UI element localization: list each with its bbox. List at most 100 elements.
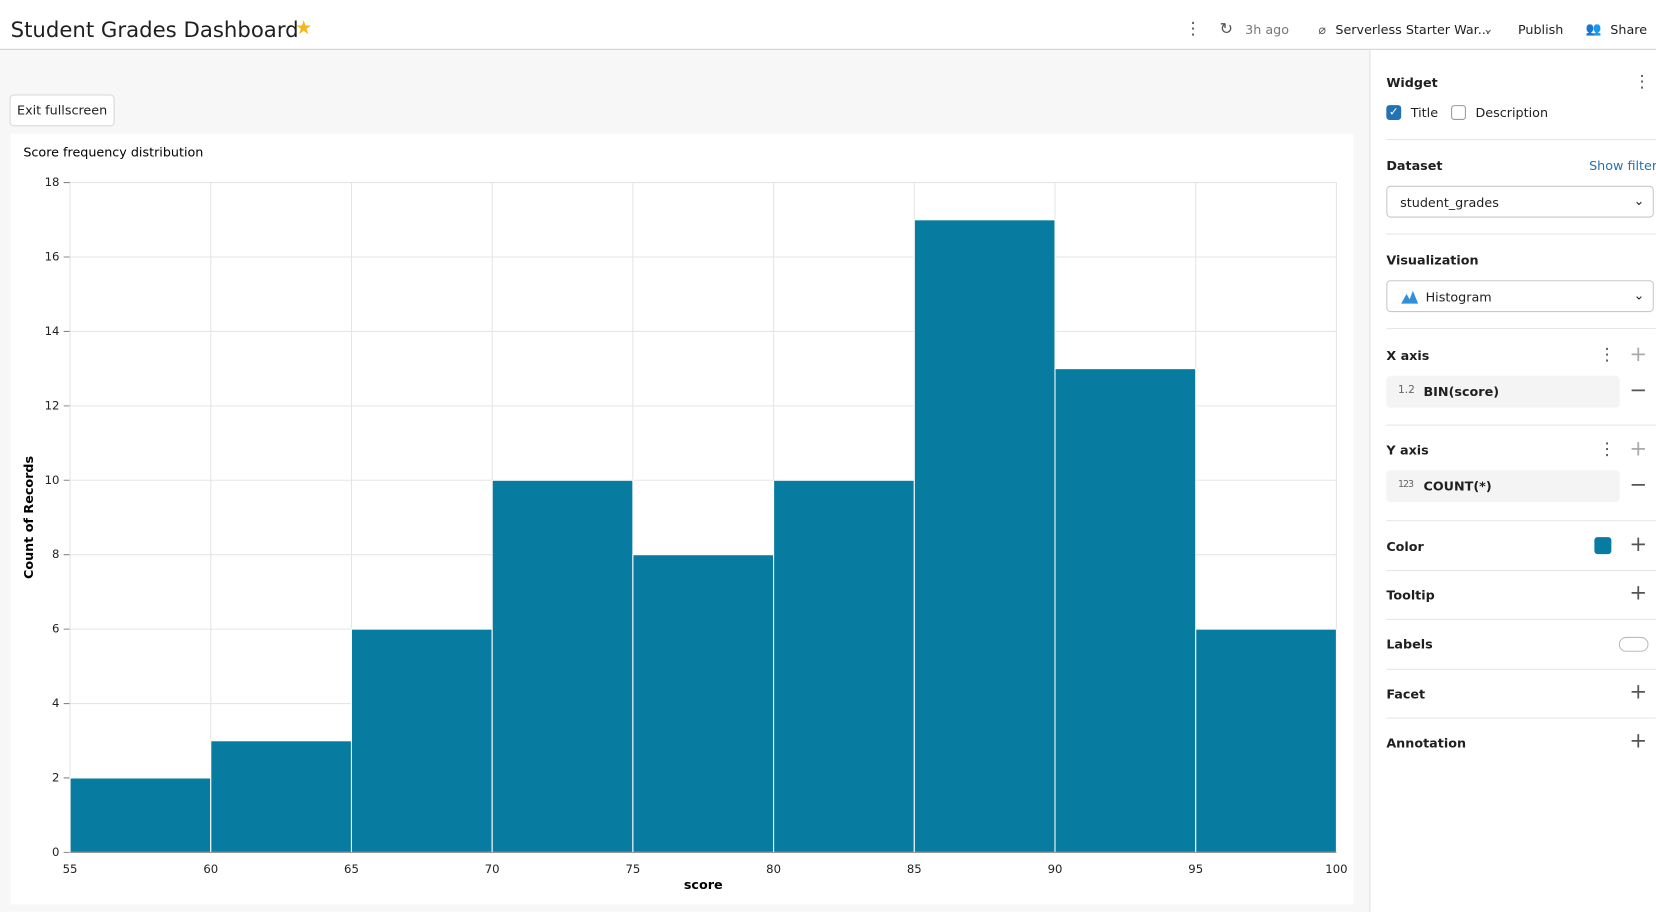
separator xyxy=(1386,424,1656,426)
bar xyxy=(632,554,775,853)
facet-heading: Facet xyxy=(1386,686,1426,702)
x-tick-label: 100 xyxy=(1325,862,1347,876)
publish-button[interactable]: Publish xyxy=(1517,22,1564,38)
bar xyxy=(773,479,915,853)
chart: Score frequency distribution 0 2 4 6 8 10 12 14… xyxy=(22,145,1347,893)
annotation-heading: Annotation xyxy=(1386,735,1467,751)
tooltip-heading: Tooltip xyxy=(1386,588,1435,603)
color-heading: Color xyxy=(1386,539,1424,555)
labels-toggle[interactable] xyxy=(1618,636,1649,652)
y-axis-heading: Y axis xyxy=(1386,442,1429,458)
warehouse-icon: ⌀ xyxy=(1318,22,1327,38)
bar xyxy=(350,628,493,853)
x-tick-label: 65 xyxy=(344,862,359,876)
y-axis-add[interactable]: + xyxy=(1629,435,1648,461)
warehouse-caret: ⌄ xyxy=(1482,21,1494,37)
x-axis-field[interactable]: 1.2 BIN(score) xyxy=(1386,375,1620,408)
visualization-heading: Visualization xyxy=(1386,252,1479,268)
exit-fullscreen-button[interactable]: Exit fullscreen xyxy=(9,94,115,127)
warehouse-select[interactable]: Serverless Starter War... xyxy=(1335,22,1490,38)
separator xyxy=(1386,717,1656,719)
field-type: 123 xyxy=(1397,479,1414,491)
widget-heading: Widget xyxy=(1386,75,1438,91)
widget-card: Score frequency distribution 0 2 4 6 8 10 12 14… xyxy=(10,133,1354,905)
annotation-add[interactable]: + xyxy=(1629,727,1648,753)
visualization-select[interactable]: Histogram ⌄ xyxy=(1386,280,1654,313)
x-tick-label: 90 xyxy=(1048,862,1063,876)
x-axis-menu[interactable]: ⋮ xyxy=(1598,343,1616,365)
bar xyxy=(913,219,1056,853)
description-checkbox[interactable] xyxy=(1451,105,1466,120)
separator xyxy=(1386,520,1656,522)
x-tick-label: 75 xyxy=(625,862,640,876)
description-option: Description xyxy=(1475,105,1549,120)
x-axis-remove[interactable]: − xyxy=(1629,376,1648,403)
x-axis-add[interactable]: + xyxy=(1629,340,1648,367)
labels-heading: Labels xyxy=(1386,636,1433,652)
bar xyxy=(210,740,353,853)
x-tick-label: 95 xyxy=(1188,862,1203,876)
separator xyxy=(1386,328,1656,330)
color-swatch[interactable] xyxy=(1594,537,1612,555)
y-tick-label: 8 xyxy=(52,547,59,561)
separator xyxy=(1386,570,1656,572)
separator xyxy=(1386,618,1656,620)
bar xyxy=(1195,628,1337,853)
y-tick-label: 16 xyxy=(45,250,60,264)
field-name: COUNT(*) xyxy=(1423,478,1492,494)
caret: ⌄ xyxy=(1633,193,1645,209)
x-tick-label: 60 xyxy=(203,862,218,876)
show-filters-link[interactable]: Show filters xyxy=(1589,158,1656,174)
y-axis-remove[interactable]: − xyxy=(1629,471,1648,497)
y-axis-field[interactable]: 123 COUNT(*) xyxy=(1386,470,1620,503)
bar xyxy=(69,777,212,853)
title-option: Title xyxy=(1410,105,1439,120)
x-tick-label: 55 xyxy=(63,862,78,876)
refresh-icon[interactable]: ↻ xyxy=(1219,19,1234,39)
x-axis-heading: X axis xyxy=(1386,348,1430,364)
x-tick-label: 80 xyxy=(766,862,781,876)
y-tick-label: 14 xyxy=(45,324,60,338)
y-tick-label: 12 xyxy=(45,398,60,412)
widget-menu[interactable]: ⋮ xyxy=(1633,71,1651,92)
caret: ⌄ xyxy=(1633,287,1645,303)
top-bar: Student Grades Dashboard ★ ⋮ ↻ 3h ago ⌀ … xyxy=(0,0,1656,50)
separator xyxy=(1386,668,1656,670)
refresh-time: 3h ago xyxy=(1245,22,1290,38)
visualization-value: Histogram xyxy=(1425,289,1492,305)
dataset-select[interactable]: student_grades ⌄ xyxy=(1386,185,1654,218)
color-add[interactable]: + xyxy=(1629,530,1648,557)
separator xyxy=(1386,233,1656,235)
y-tick-label: 4 xyxy=(52,696,59,710)
separator xyxy=(1386,139,1656,141)
y-axis-menu[interactable]: ⋮ xyxy=(1598,438,1616,459)
dashboard-title: Student Grades Dashboard xyxy=(10,16,299,43)
tooltip-add[interactable]: + xyxy=(1629,579,1648,606)
favorite-star[interactable]: ★ xyxy=(295,16,313,40)
x-tick-label: 70 xyxy=(485,862,500,876)
bar xyxy=(1054,368,1197,853)
more-menu[interactable]: ⋮ xyxy=(1184,18,1202,39)
share-button[interactable]: Share xyxy=(1610,22,1648,38)
y-tick-label: 2 xyxy=(52,770,59,784)
x-axis-label: score xyxy=(684,878,723,893)
dataset-heading: Dataset xyxy=(1386,158,1443,174)
x-tick-label: 85 xyxy=(907,862,922,876)
y-tick-label: 18 xyxy=(45,175,60,189)
share-icon: 👥 xyxy=(1585,21,1602,37)
dataset-value: student_grades xyxy=(1400,195,1499,211)
y-tick-label: 6 xyxy=(52,622,59,636)
settings-panel: Widget ⋮ ✓ Title Description Dataset Sho… xyxy=(1369,49,1656,912)
field-type: 1.2 xyxy=(1397,384,1415,396)
chart-title: Score frequency distribution xyxy=(23,145,203,160)
bar xyxy=(491,479,634,853)
field-name: BIN(score) xyxy=(1423,384,1500,400)
y-tick-label: 10 xyxy=(45,473,60,487)
histogram-icon xyxy=(1401,290,1419,304)
y-tick-label: 0 xyxy=(52,845,59,859)
facet-add[interactable]: + xyxy=(1629,678,1648,704)
title-checkbox[interactable]: ✓ xyxy=(1386,105,1402,120)
y-axis-label: Count of Records xyxy=(22,456,37,579)
